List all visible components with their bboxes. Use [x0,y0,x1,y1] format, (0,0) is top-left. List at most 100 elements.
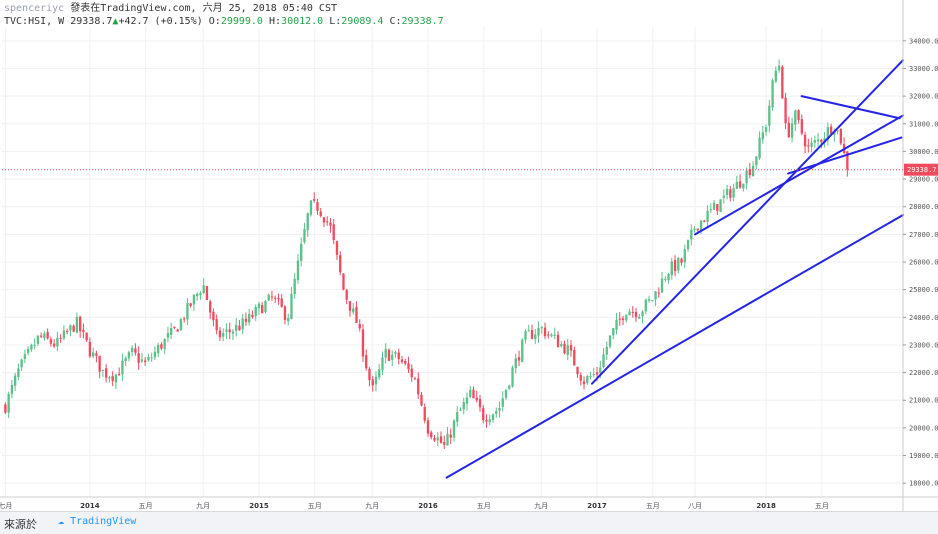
trendlines[interactable] [445,59,904,479]
author-name[interactable]: spenceriyc [4,3,65,14]
candle-body [735,181,738,189]
candle-body [319,211,322,216]
candle-body [410,368,413,378]
candle-body [85,332,88,341]
candle-body [595,372,599,375]
price-change: +42.7 (+0.15%) [118,16,203,27]
candle-body [826,127,830,140]
candle-body [147,357,150,361]
symbol-label: TVC:HSI, W [4,16,65,27]
last-price-label: 29338.7 [907,166,937,174]
price-tick-label: 23000.0 [909,341,938,349]
price-tick-label: 20000.0 [909,424,938,432]
price-tick-label: 34000.0 [909,37,938,45]
trendline [590,59,904,385]
candle-body [329,222,332,226]
candle-body [706,210,709,222]
candle-body [352,308,355,313]
close-label: C: [389,16,402,27]
open-value: 29999.0 [220,16,263,27]
candle-body [166,333,170,338]
candle-body [160,344,163,349]
candle-body [472,389,475,399]
candle-body [404,361,407,364]
candle-body [173,326,176,329]
candle-body [755,156,758,166]
candle-body [534,334,537,340]
price-tick-label: 18000.0 [909,480,938,488]
candle-body [384,348,387,358]
price-tick-label: 25000.0 [909,286,938,294]
candle-body [436,437,439,441]
candle-body [267,294,270,301]
candle-body [631,311,634,313]
candle-body [72,325,75,332]
candle-body [33,345,36,347]
candle-body [235,324,238,331]
candle-body [335,241,339,255]
candle-body [374,376,378,385]
candle-body [485,419,488,422]
candle-body [130,347,134,353]
last-price-box [904,163,938,176]
candle-body [163,338,166,349]
candle-body [771,80,774,108]
candle-body [563,343,566,354]
candle-body [634,312,638,318]
candle-body [794,110,797,125]
candle-body [202,285,205,294]
candle-body [91,352,95,357]
candle-body [121,360,124,375]
candle-body [498,407,501,411]
candle-body [394,352,397,354]
candle-body [287,318,290,322]
publish-line: spenceriyc 發表在TradingView.com, 六月 25, 20… [4,2,444,15]
candle-body [368,368,371,381]
candle-body [482,408,485,421]
candle-body [143,360,147,362]
candle-body [78,316,82,332]
candle-body [621,318,625,321]
low-label: L: [329,16,342,27]
candle-body [475,397,478,401]
tradingview-logo[interactable]: ☁ TradingView [58,516,136,527]
candle-body [215,319,218,331]
publish-info: 發表在TradingView.com, 六月 25, 2018 05:40 CS… [70,3,337,14]
candle-body [846,151,849,170]
price-axis[interactable]: 18000.0 19000.0 20000.0 21000.0 22000.0 23000… [903,37,938,488]
candle-body [459,409,462,411]
candle-body [101,369,105,371]
candle-body [738,181,742,188]
candle-body [491,414,495,420]
candle-body [777,65,781,71]
price-chart[interactable]: 18000.0 19000.0 20000.0 21000.0 22000.0 23000… [0,0,938,511]
candle-body [527,330,530,332]
candle-body [88,341,92,357]
time-tick-label: 五月 [815,502,829,510]
candle-body [504,389,508,398]
candle-body [13,375,17,386]
trendline [694,114,904,236]
candle-body [257,303,261,309]
candle-body [417,378,420,395]
candle-body [365,355,368,369]
candle-body [800,119,804,134]
candle-body [391,354,394,360]
time-tick-label: 九月 [534,501,548,510]
time-axis[interactable]: 七月 2014 五月 九月 2015 五月 九月 2016 五月 九月 2017 五月 八月 2018 五月 [0,501,829,510]
candle-body [244,318,248,322]
candle-body [313,199,316,201]
candle-body [576,366,579,375]
candle-body [813,140,817,143]
candle-body [582,381,586,385]
open-label: O: [208,16,221,27]
candle-body [326,221,329,223]
candle-body [387,349,391,361]
candle-body [433,438,436,441]
candle-body [803,134,807,147]
candle-body [303,229,306,243]
price-tick-label: 19000.0 [909,452,938,460]
candle-body [768,105,771,126]
tradingview-cloud-icon: ☁ [58,516,65,527]
candle-body [309,200,313,215]
